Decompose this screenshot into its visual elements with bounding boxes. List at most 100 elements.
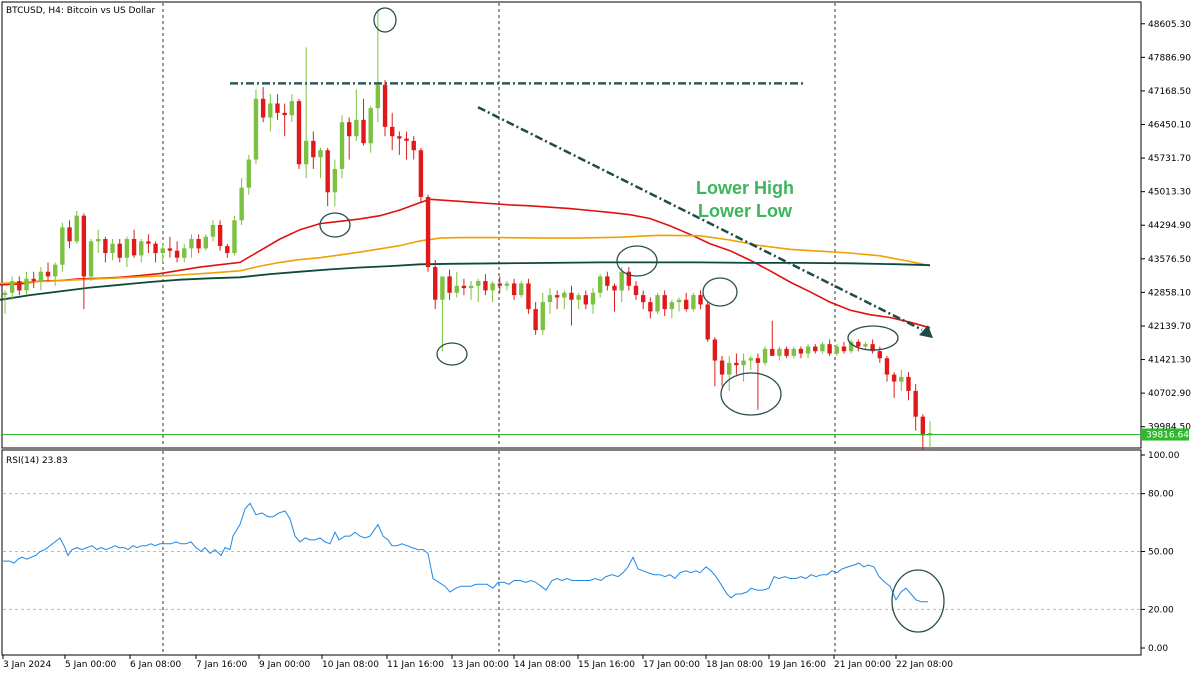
- candle: [841, 341, 847, 354]
- candle-body: [60, 227, 65, 265]
- candle: [103, 236, 108, 263]
- candle-body: [784, 348, 789, 356]
- candle-body: [626, 271, 632, 286]
- candle-body: [160, 248, 165, 254]
- rsi-line: [3, 502, 928, 603]
- candle: [404, 131, 409, 160]
- candle: [246, 154, 251, 195]
- candle-body: [547, 295, 553, 303]
- time-tick-label: 14 Jan 08:00: [514, 660, 571, 670]
- candle-body: [375, 84, 381, 109]
- time-tick-label: 6 Jan 08:00: [130, 660, 182, 670]
- candle-body: [339, 122, 345, 169]
- candle: [719, 355, 725, 387]
- price-tick-label: 48605.30: [1148, 20, 1191, 30]
- candle-body: [167, 248, 173, 251]
- candle-body: [619, 271, 624, 291]
- candle-body: [899, 376, 904, 382]
- candle-body: [863, 344, 868, 347]
- candle-body: [841, 346, 847, 352]
- candle: [648, 297, 653, 319]
- downtrend-arrow-line: [477, 106, 923, 331]
- candle-body: [519, 283, 524, 296]
- rsi-axis: 100.00 80.00 50.00 20.00 0.00: [1141, 451, 1180, 654]
- candle: [433, 260, 438, 310]
- candle: [110, 239, 115, 261]
- candle-body: [81, 215, 87, 277]
- candle-body: [605, 276, 610, 286]
- candle: [547, 288, 553, 314]
- candle-body: [225, 246, 230, 254]
- candle-body: [684, 299, 689, 310]
- moving-average-lines: [0, 198, 931, 329]
- candle-body: [483, 281, 488, 291]
- candle: [124, 236, 130, 268]
- highlight-circle: [702, 277, 738, 307]
- candle-body: [103, 239, 108, 254]
- candle: [791, 346, 796, 359]
- candle-body: [361, 119, 366, 144]
- price-tick-label: 39984.50: [1148, 423, 1191, 433]
- highlight-circle: [436, 342, 468, 366]
- candle-body: [834, 346, 839, 354]
- candle: [891, 372, 897, 398]
- candle: [619, 267, 624, 303]
- candle-body: [38, 271, 44, 282]
- candle: [798, 346, 804, 359]
- candle: [554, 290, 560, 310]
- time-tick-label: 7 Jan 16:00: [196, 660, 248, 670]
- candle: [182, 243, 187, 263]
- candle: [38, 267, 44, 291]
- candle: [418, 147, 424, 202]
- candle: [676, 297, 682, 312]
- candle: [397, 131, 402, 155]
- candle-body: [698, 295, 703, 305]
- candle: [906, 372, 911, 401]
- candle-body: [124, 239, 130, 258]
- ma-mid-line: [0, 234, 931, 285]
- candle: [511, 278, 517, 300]
- candle: [633, 281, 639, 300]
- price-tick-label: 47886.90: [1148, 53, 1191, 63]
- candle: [483, 274, 488, 296]
- time-tick-label: 10 Jan 08:00: [322, 660, 379, 670]
- candle-body: [268, 103, 273, 118]
- candle: [705, 302, 710, 342]
- candle-body: [24, 278, 29, 291]
- rsi-tick-label: 80.00: [1148, 490, 1174, 500]
- candle-body: [289, 101, 295, 116]
- candle: [870, 339, 875, 354]
- candle: [382, 80, 388, 137]
- candle-body: [318, 150, 323, 158]
- candle-body: [762, 348, 768, 363]
- candle-body: [848, 341, 854, 352]
- candle: [311, 131, 316, 169]
- candle-body: [827, 344, 832, 354]
- time-tick-label: 22 Jan 08:00: [896, 660, 953, 670]
- price-tick-label: 42858.10: [1148, 288, 1191, 298]
- candle: [447, 269, 452, 300]
- candle-body: [612, 285, 617, 291]
- candle: [454, 271, 459, 298]
- candle-body: [433, 267, 438, 300]
- candle: [390, 112, 395, 151]
- candle: [827, 339, 832, 356]
- candle-body: [705, 304, 710, 340]
- chart-title: BTCUSD, H4: Bitcoin vs US Dollar: [6, 6, 155, 16]
- candle-body: [877, 351, 883, 359]
- price-panel: BTCUSD, H4: Bitcoin vs US Dollar Lower H…: [0, 1, 1191, 452]
- candle: [160, 243, 165, 263]
- candle: [504, 281, 510, 291]
- candle-body: [153, 243, 158, 254]
- candle: [741, 353, 746, 382]
- candle: [813, 344, 818, 354]
- candle: [81, 213, 87, 310]
- candle: [848, 339, 854, 354]
- rsi-panel: RSI(14) 23.83 100.00 80.00 50.00 20.00 0.00: [1, 449, 1180, 656]
- candle-body: [633, 285, 639, 296]
- candle-body: [820, 344, 825, 352]
- candle: [490, 281, 495, 303]
- price-tick-label: 44294.90: [1148, 221, 1191, 231]
- rsi-plot-frame: [1, 449, 1142, 656]
- candle: [590, 288, 596, 314]
